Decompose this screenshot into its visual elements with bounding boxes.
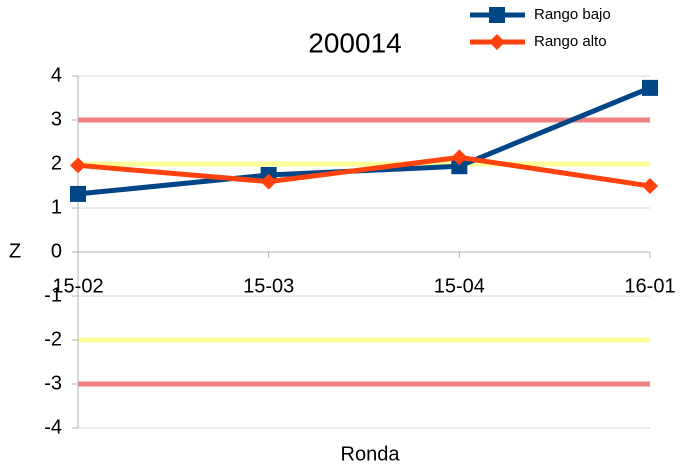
x-tick-label: 15-02 xyxy=(52,275,103,297)
x-tick-label: 15-04 xyxy=(434,275,485,297)
data-point xyxy=(70,157,86,174)
y-tick-label: 1 xyxy=(51,196,62,218)
x-tick-label: 15-03 xyxy=(243,275,294,297)
y-axis-label: Z xyxy=(9,240,21,262)
data-point xyxy=(260,173,277,190)
y-tick-label: -3 xyxy=(44,372,62,394)
data-point xyxy=(70,185,86,202)
y-tick-label: -2 xyxy=(44,328,62,350)
y-tick-label: 4 xyxy=(51,64,62,86)
legend-marker xyxy=(489,7,505,23)
legend-label: Rango alto xyxy=(534,33,607,50)
y-tick-label: 0 xyxy=(51,240,62,262)
data-point xyxy=(451,158,468,175)
y-tick-label: 2 xyxy=(51,152,62,174)
data-point xyxy=(451,149,468,166)
data-point xyxy=(642,178,658,194)
series-line xyxy=(77,85,651,197)
y-tick-label: -1 xyxy=(44,284,62,306)
legend-label: Rango bajo xyxy=(534,6,611,23)
series-line xyxy=(77,154,651,189)
data-point xyxy=(642,79,658,96)
x-axis-label: Ronda xyxy=(341,443,401,465)
chart-title: 200014 xyxy=(308,27,401,58)
x-tick-label: 16-01 xyxy=(624,275,675,297)
y-tick-label: 3 xyxy=(51,108,62,130)
legend-marker xyxy=(489,34,505,50)
y-tick-label: -4 xyxy=(44,416,62,438)
